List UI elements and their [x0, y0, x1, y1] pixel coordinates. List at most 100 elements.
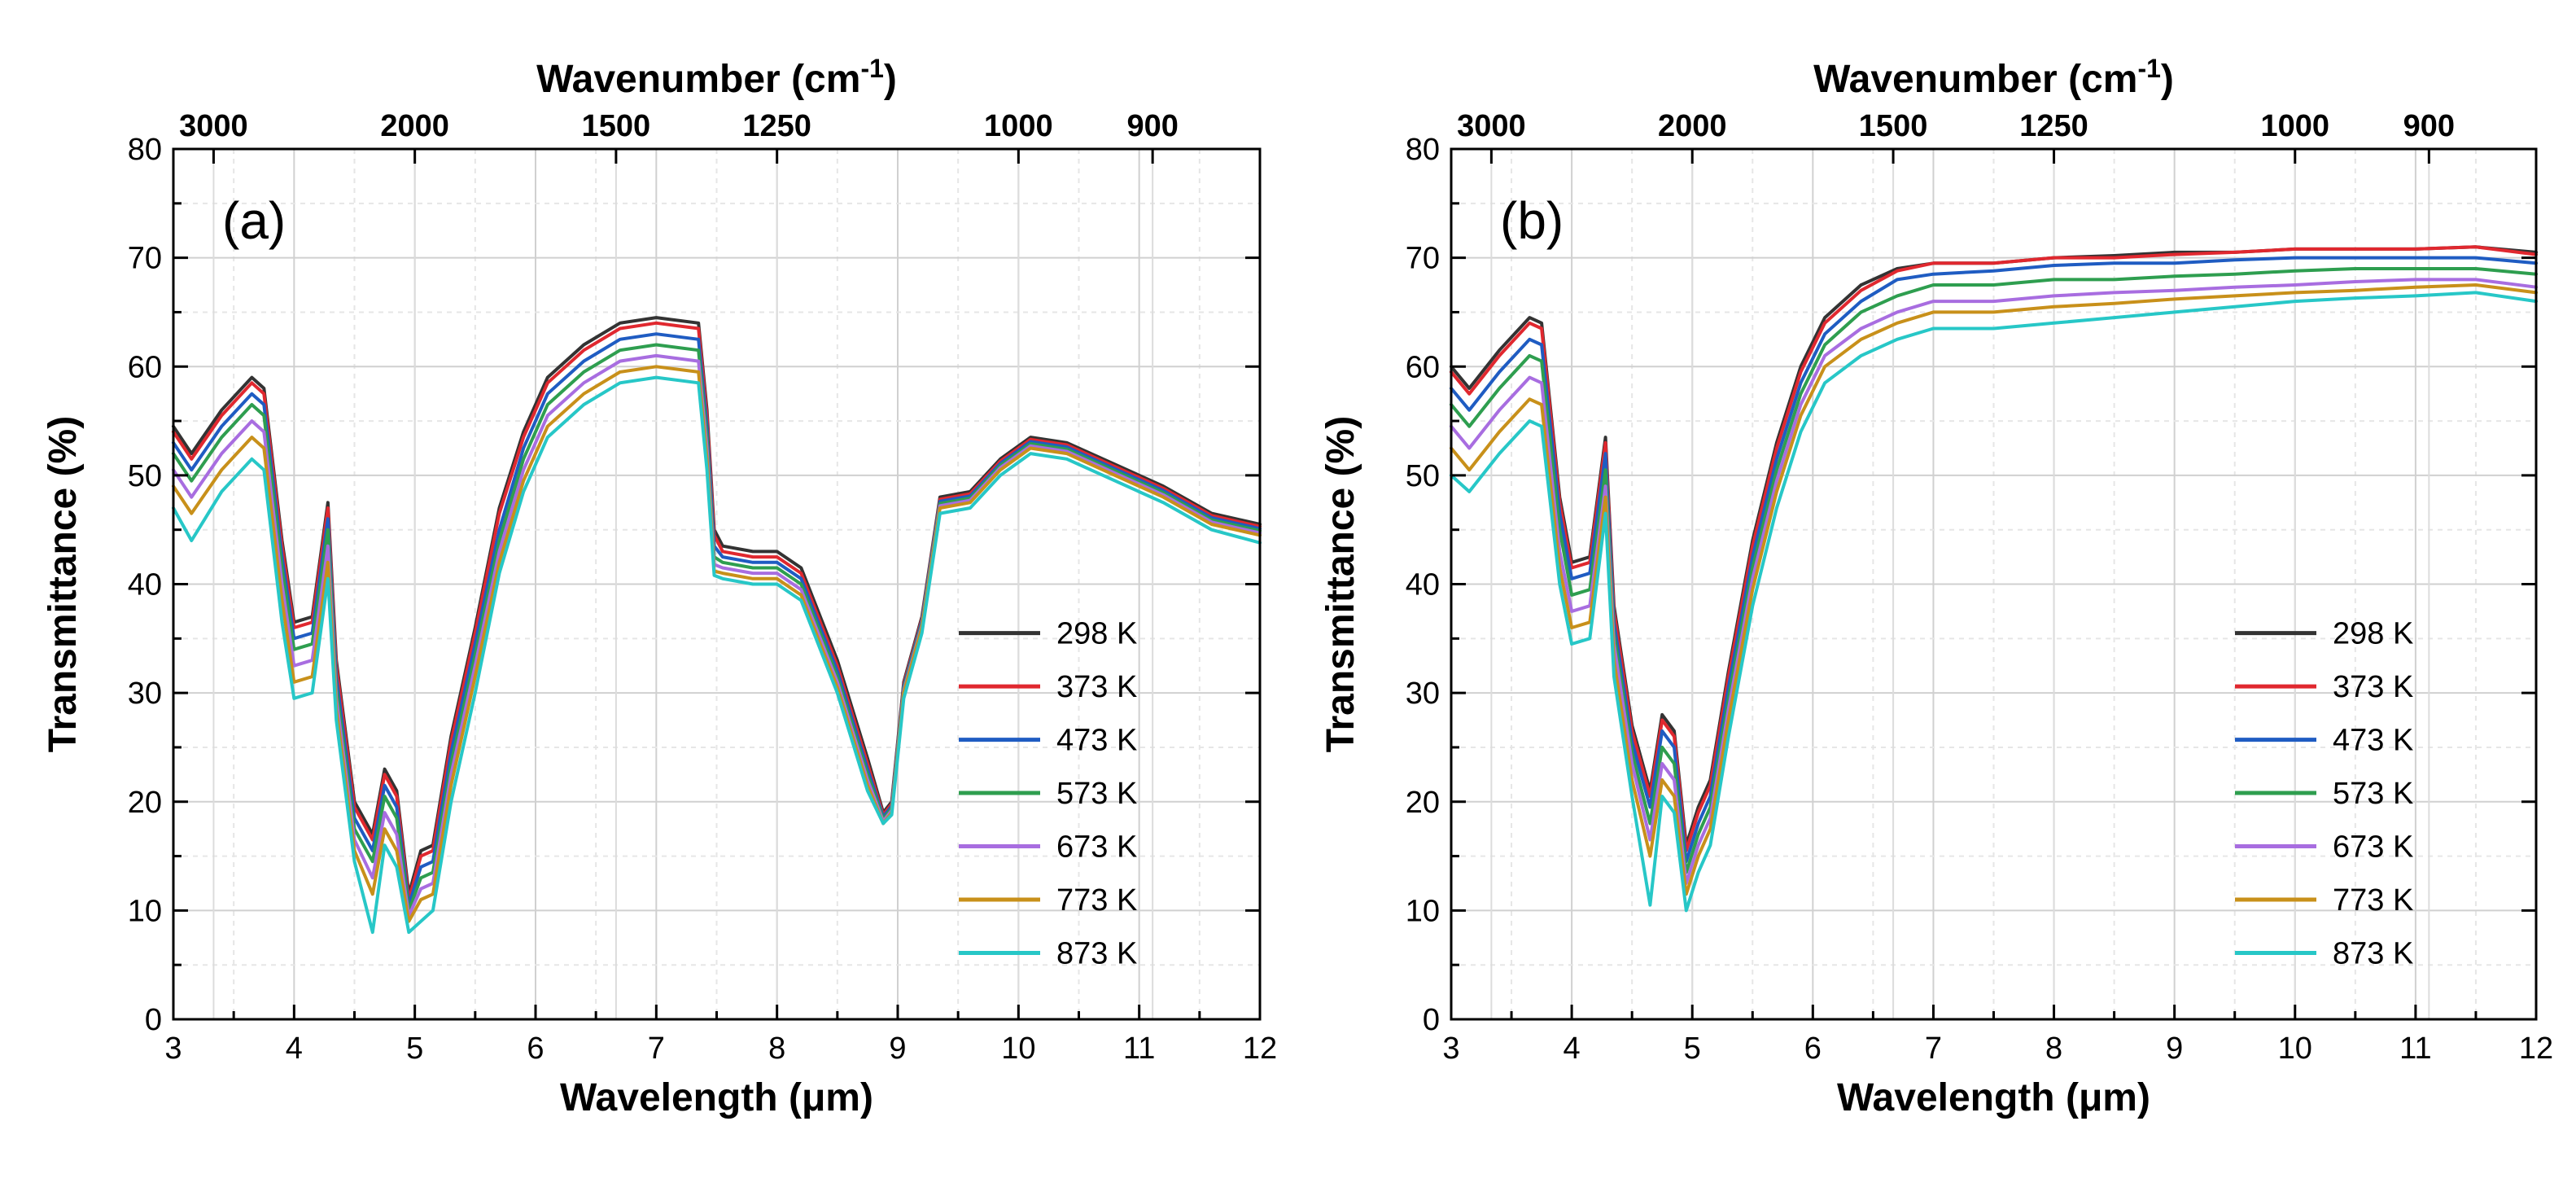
legend-label: 873 K	[1056, 936, 1137, 970]
series-group	[1450, 245, 2538, 913]
legend-label: 573 K	[1056, 777, 1137, 811]
y-tick-label: 70	[128, 242, 162, 276]
y-tick-label: 0	[145, 1003, 162, 1037]
top-ticks: 3000 2000 1500 1250 1000 900	[1457, 109, 2455, 164]
y-axis-title: Transmittance (%)	[1319, 416, 1362, 752]
series-line-673-k	[1450, 278, 2538, 885]
chart-panel-a: 3 4 5 6 7 8 9 10 11 12 0 10 20 30 40 50 60 70 80 3000 2000 15…	[42, 54, 1277, 1119]
top-tick-label: 900	[2403, 109, 2455, 143]
series-line-773-k	[1450, 283, 2538, 896]
y-tick-label: 50	[1406, 459, 1440, 493]
panel-label: (b)	[1500, 191, 1564, 250]
x-tick-label: 5	[1684, 1032, 1701, 1066]
y-tick-label: 70	[1406, 242, 1440, 276]
y-tick-label: 10	[1406, 894, 1440, 928]
x-axis-title: Wavelength (μm)	[1837, 1076, 2150, 1119]
top-axis-title-end: )	[2161, 58, 2174, 101]
x-tick-label: 10	[1001, 1032, 1035, 1066]
y-axis-title: Transmittance (%)	[42, 416, 85, 752]
legend-label: 673 K	[1056, 830, 1137, 865]
top-axis-title-sup: -1	[2137, 54, 2160, 83]
top-tick-label: 900	[1126, 109, 1178, 143]
x-tick-label: 12	[2519, 1032, 2553, 1066]
y-tick-label: 80	[128, 133, 162, 167]
series-line-473-k	[1450, 256, 2538, 864]
y-tick-label: 80	[1406, 133, 1440, 167]
series-line-573-k	[1450, 267, 2538, 874]
top-axis-title: Wavenumber (cm-1)	[536, 54, 897, 101]
legend-label: 473 K	[2333, 724, 2413, 758]
y-tick-label: 60	[1406, 350, 1440, 384]
legend-label: 473 K	[1056, 724, 1137, 758]
y-ticks: 0 10 20 30 40 50 60 70 80	[128, 133, 1260, 1037]
x-ticks: 3 4 5 6 7 8 9 10 11 12	[1442, 1005, 2553, 1066]
series-line-873-k	[172, 375, 1262, 935]
legend-label: 373 K	[1056, 670, 1137, 704]
top-tick-label: 1500	[582, 109, 651, 143]
legend: 298 K 373 K 473 K 573 K 673 K 773 K 873 K	[959, 617, 1137, 970]
x-tick-label: 11	[1123, 1032, 1155, 1066]
x-ticks: 3 4 5 6 7 8 9 10 11 12	[164, 1005, 1277, 1066]
top-axis-title-base: Wavenumber (cm	[536, 58, 860, 101]
legend-label: 573 K	[2333, 777, 2413, 811]
top-tick-label: 1250	[742, 109, 811, 143]
x-tick-label: 8	[768, 1032, 785, 1066]
series-group	[172, 316, 1262, 935]
y-tick-label: 20	[1406, 786, 1440, 820]
y-tick-label: 40	[128, 568, 162, 602]
top-tick-label: 1000	[984, 109, 1053, 143]
chart-panel-b: 3 4 5 6 7 8 9 10 11 12 0 10 20 30 40 50 60 70 80 3000 2000 15…	[1319, 54, 2553, 1119]
x-tick-label: 5	[406, 1032, 423, 1066]
y-tick-label: 0	[1423, 1003, 1440, 1037]
top-axis-title-base: Wavenumber (cm	[1813, 58, 2137, 101]
x-tick-label: 10	[2278, 1032, 2312, 1066]
x-tick-label: 7	[648, 1032, 665, 1066]
x-tick-label: 6	[527, 1032, 544, 1066]
legend-label: 298 K	[2333, 617, 2413, 651]
panel-label: (a)	[222, 191, 286, 250]
top-tick-label: 1000	[2261, 109, 2330, 143]
top-tick-label: 2000	[1658, 109, 1727, 143]
x-axis-title: Wavelength (μm)	[560, 1076, 873, 1119]
x-tick-label: 11	[2399, 1032, 2431, 1066]
top-tick-label: 1500	[1859, 109, 1928, 143]
legend-label: 298 K	[1056, 617, 1137, 651]
x-tick-label: 6	[1804, 1032, 1822, 1066]
series-line-873-k	[1450, 291, 2538, 913]
x-tick-label: 7	[1925, 1032, 1942, 1066]
x-tick-label: 8	[2045, 1032, 2062, 1066]
y-tick-label: 40	[1406, 568, 1440, 602]
series-line-373-k	[1450, 245, 2538, 852]
y-tick-label: 20	[128, 786, 162, 820]
series-line-673-k	[172, 353, 1262, 918]
y-tick-label: 50	[128, 459, 162, 493]
x-tick-label: 3	[1442, 1032, 1459, 1066]
series-line-773-k	[172, 365, 1262, 923]
top-tick-label: 1250	[2019, 109, 2088, 143]
top-axis-title: Wavenumber (cm-1)	[1813, 54, 2174, 101]
legend-label: 773 K	[2333, 883, 2413, 918]
legend-label: 373 K	[2333, 670, 2413, 704]
y-ticks: 0 10 20 30 40 50 60 70 80	[1406, 133, 2536, 1037]
top-axis-title-sup: -1	[860, 54, 883, 83]
x-tick-label: 9	[889, 1032, 906, 1066]
top-axis-title-end: )	[884, 58, 897, 101]
legend-label: 873 K	[2333, 936, 2413, 970]
top-ticks: 3000 2000 1500 1250 1000 900	[179, 109, 1179, 164]
legend-label: 773 K	[1056, 883, 1137, 918]
y-tick-label: 30	[1406, 677, 1440, 711]
legend-label: 673 K	[2333, 830, 2413, 865]
y-tick-label: 60	[128, 350, 162, 384]
x-tick-label: 3	[164, 1032, 182, 1066]
top-tick-label: 3000	[179, 109, 248, 143]
x-tick-label: 4	[1564, 1032, 1581, 1066]
y-tick-label: 10	[128, 894, 162, 928]
top-tick-label: 2000	[380, 109, 449, 143]
y-tick-label: 30	[128, 677, 162, 711]
x-tick-label: 4	[286, 1032, 303, 1066]
x-tick-label: 9	[2166, 1032, 2183, 1066]
legend: 298 K 373 K 473 K 573 K 673 K 773 K 873 K	[2235, 617, 2413, 970]
series-line-573-k	[172, 343, 1262, 913]
x-tick-label: 12	[1243, 1032, 1277, 1066]
